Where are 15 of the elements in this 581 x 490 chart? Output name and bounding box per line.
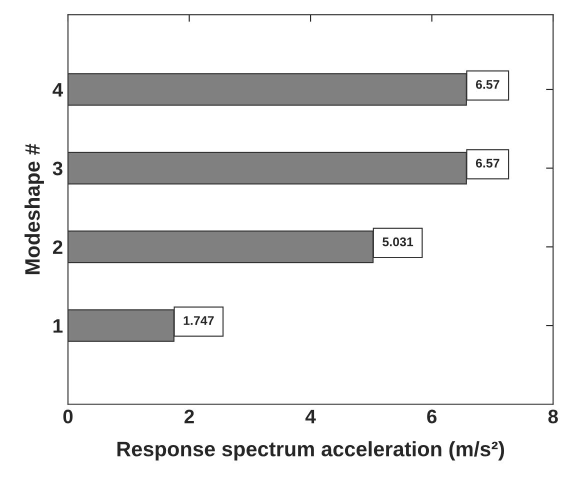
- data-label: 6.57: [476, 158, 500, 168]
- data-label: 6.57: [476, 80, 500, 89]
- x-tick-label: 6: [427, 410, 437, 424]
- y-tick-label: 3: [52, 162, 62, 176]
- x-tick-label: 8: [548, 410, 558, 424]
- y-tick-label: 4: [52, 83, 64, 97]
- data-label: 1.747: [184, 316, 214, 325]
- x-tick-label: 2: [184, 410, 194, 424]
- x-tick-label: 4: [305, 410, 316, 424]
- x-axis-title: Response spectrum acceleration (m/s²): [117, 441, 504, 461]
- x-tick-label: 0: [63, 410, 73, 424]
- y-axis-title: Modeshape #: [24, 144, 44, 274]
- data-label: 5.031: [382, 237, 414, 246]
- y-tick-label: 1: [54, 319, 63, 333]
- y-tick-label: 2: [52, 240, 62, 254]
